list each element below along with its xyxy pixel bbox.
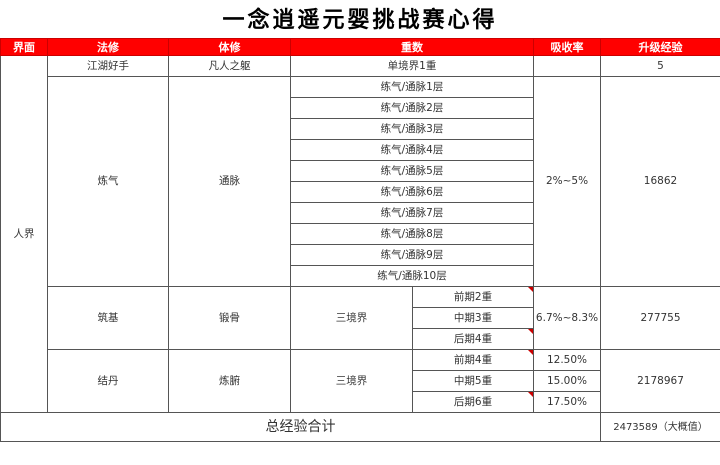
- cell: 练气/通脉1层: [290, 76, 534, 98]
- header-rate: 吸收率: [533, 38, 601, 56]
- comment-marker-icon[interactable]: [528, 287, 533, 292]
- table-row: 后期6重 17.50%: [1, 391, 720, 413]
- cell: 练气/通脉2层: [290, 97, 534, 119]
- cell: 5: [600, 55, 720, 77]
- exp-table: 界面 法修 体修 重数 吸收率 升级经验 人界 江湖好手 凡人之躯 单境界1重 …: [0, 38, 720, 442]
- cell: [533, 55, 601, 77]
- cell: 筑基: [47, 286, 169, 350]
- cell: 单境界1重: [290, 55, 534, 77]
- cell: 2%~5%: [533, 76, 601, 287]
- realm-cell: 人界: [0, 55, 48, 413]
- cell: 凡人之躯: [168, 55, 291, 77]
- cell: 练气/通脉3层: [290, 118, 534, 140]
- cell: 2178967: [600, 349, 720, 413]
- cell: 12.50%: [533, 349, 601, 371]
- header-exp: 升级经验: [600, 38, 720, 56]
- cell: 后期4重: [412, 328, 534, 350]
- cell: 练气/通脉10层: [290, 265, 534, 287]
- level-text: 前期2重: [453, 290, 493, 303]
- total-row: 总经验合计 2473589（大概值）: [0, 412, 720, 442]
- header-fa: 法修: [47, 38, 169, 56]
- cell: 江湖好手: [47, 55, 169, 77]
- level-text: 后期6重: [453, 395, 493, 408]
- cell: 炼腑: [168, 349, 291, 413]
- table-row: 炼气 通脉 练气/通脉1层 2%~5% 16862: [1, 76, 720, 287]
- cell: 三境界: [290, 286, 413, 350]
- level-text: 后期4重: [453, 332, 493, 345]
- cell: 结丹: [47, 349, 169, 413]
- header-ti: 体修: [168, 38, 291, 56]
- table-row: 结丹 炼腑 三境界 前期4重 12.50% 2178967: [1, 349, 720, 413]
- cell: 炼气: [47, 76, 169, 287]
- cell: 17.50%: [533, 391, 601, 413]
- table-row: 练气/通脉10层: [1, 265, 720, 287]
- table-row: 人界 江湖好手 凡人之躯 单境界1重 5: [0, 55, 720, 413]
- cell: 277755: [600, 286, 720, 350]
- cell: 前期2重: [412, 286, 534, 308]
- cell: 练气/通脉9层: [290, 244, 534, 266]
- table-row: 中期5重 15.00%: [1, 370, 720, 392]
- header-level: 重数: [290, 38, 534, 56]
- cell: 16862: [600, 76, 720, 287]
- table-row: 筑基 锻骨 三境界 前期2重 6.7%~8.3% 277755: [1, 286, 720, 350]
- cell: 前期4重: [412, 349, 534, 371]
- comment-marker-icon[interactable]: [528, 350, 533, 355]
- total-label: 总经验合计: [0, 412, 601, 442]
- comment-marker-icon[interactable]: [528, 329, 533, 334]
- cell: 练气/通脉6层: [290, 181, 534, 203]
- cell: 练气/通脉4层: [290, 139, 534, 161]
- cell: 15.00%: [533, 370, 601, 392]
- cell: 练气/通脉8层: [290, 223, 534, 245]
- cell: 中期5重: [412, 370, 534, 392]
- cell: 锻骨: [168, 286, 291, 350]
- level-text: 前期4重: [453, 353, 493, 366]
- page-title: 一念逍遥元婴挑战赛心得: [222, 7, 498, 33]
- cell: 后期6重: [412, 391, 534, 413]
- total-value: 2473589（大概值）: [600, 412, 720, 442]
- cell: 练气/通脉7层: [290, 202, 534, 224]
- cell: 6.7%~8.3%: [533, 286, 601, 350]
- cell: 三境界: [290, 349, 413, 413]
- header-realm: 界面: [0, 38, 48, 56]
- comment-marker-icon[interactable]: [528, 392, 533, 397]
- table-row: 练气/通脉6层: [1, 181, 720, 203]
- header-row: 界面 法修 体修 重数 吸收率 升级经验: [0, 38, 720, 56]
- cell: 通脉: [168, 76, 291, 287]
- cell: 练气/通脉5层: [290, 160, 534, 182]
- cell: 中期3重: [412, 307, 534, 329]
